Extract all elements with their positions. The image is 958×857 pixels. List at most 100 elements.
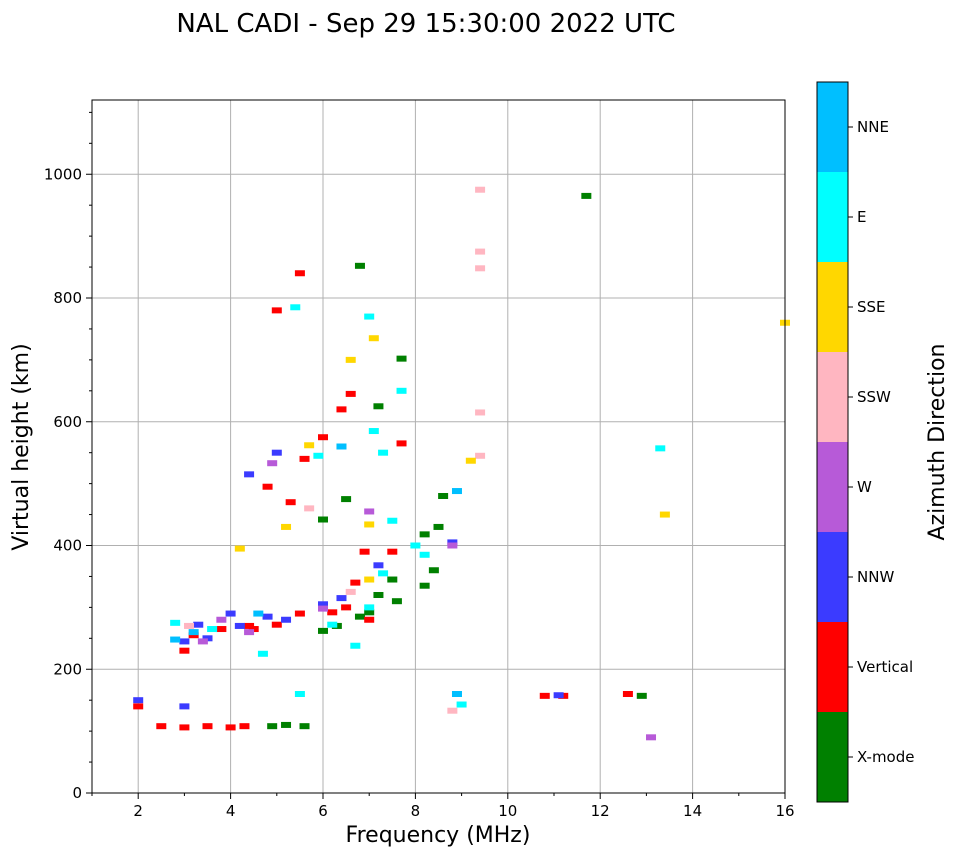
data-point [364,616,375,623]
data-point [350,642,361,649]
data-point [133,697,144,704]
data-point [396,440,407,447]
data-point [396,387,407,394]
data-point [433,523,444,530]
data-point [622,691,633,697]
y-tick-label: 200 [53,660,82,678]
data-point [244,629,255,636]
y-tick-label: 1000 [44,165,82,183]
y-axis-label: Virtual height (km) [9,343,34,550]
data-point [281,721,292,728]
data-point [341,496,352,503]
x-tick-label: 14 [683,802,702,820]
colorbar-frame [816,81,849,803]
data-point [179,638,190,645]
data-point [345,390,356,397]
data-point [364,521,375,528]
colorbar-segment [817,172,848,262]
data-point [475,248,486,255]
data-point [428,567,439,574]
colorbar-segment [817,442,848,532]
data-point [475,409,486,416]
data-point [193,621,204,628]
data-point [248,626,259,633]
data-point [336,406,347,413]
data-point [368,428,379,435]
data-point [553,692,564,699]
data-point [299,455,310,462]
colorbar-tick-label: SSW [857,388,891,406]
data-point [244,471,255,478]
data-point [350,579,361,586]
data-point [419,531,430,538]
y-tick-label: 600 [53,413,82,431]
data-point [318,434,328,441]
x-tick-label: 10 [498,802,517,820]
colorbar-segment [817,262,848,352]
data-point [364,609,375,616]
data-point [475,186,486,193]
data-point [313,452,324,459]
x-tick-label: 6 [318,802,328,820]
data-point [345,356,356,363]
data-point [179,647,190,654]
grid [92,100,786,793]
data-point [216,616,227,623]
data-point [364,508,375,515]
data-point [447,707,458,714]
colorbar-label: Azimuth Direction [925,343,950,540]
plot-background [92,100,785,793]
data-point [646,734,657,741]
data-point [304,505,315,512]
data-point [419,582,430,589]
data-point [336,443,347,450]
y-axis: 0 200 400 600 800 1000 [44,111,92,802]
colorbar-tick-label: NNW [857,568,894,586]
data-point [225,610,236,617]
data-point [387,548,398,555]
data-point [581,192,592,199]
data-point [262,613,273,620]
data-point [318,516,328,523]
data-point [271,449,282,456]
data-point [475,452,486,459]
data-point [271,621,282,628]
data-point [373,403,384,410]
colorbar: X-mode Vertical NNW W SSW SSE E NNE [816,81,914,803]
data-point [336,595,347,602]
data-point [244,622,255,629]
y-tick-label: 800 [53,289,82,307]
data-point [318,627,328,634]
colorbar-tick-label: Vertical [857,658,913,676]
data-point [636,692,647,699]
data-point [179,724,190,731]
x-tick-label: 8 [411,802,421,820]
data-point [364,604,375,611]
data-point [451,488,462,495]
data-marks [133,186,790,741]
data-point [262,483,273,490]
data-point [285,499,296,506]
x-axis: 2 4 6 8 10 12 14 16 [91,793,795,820]
data-point [216,626,227,633]
data-point [456,701,467,708]
data-point [234,545,245,552]
data-point [267,460,278,467]
y-tick-label: 0 [72,784,82,802]
data-point [225,724,236,731]
data-point [156,723,167,730]
colorbar-segment [817,532,848,622]
data-point [364,313,375,320]
data-point [327,609,338,616]
data-point [281,616,292,623]
data-point [170,619,181,626]
data-point [378,570,389,577]
data-point [354,262,365,269]
data-point [188,632,199,639]
data-point [341,604,352,611]
data-point [655,445,666,452]
colorbar-segment [817,352,848,442]
data-point [364,576,375,583]
data-point [299,723,310,730]
data-point [387,576,398,583]
